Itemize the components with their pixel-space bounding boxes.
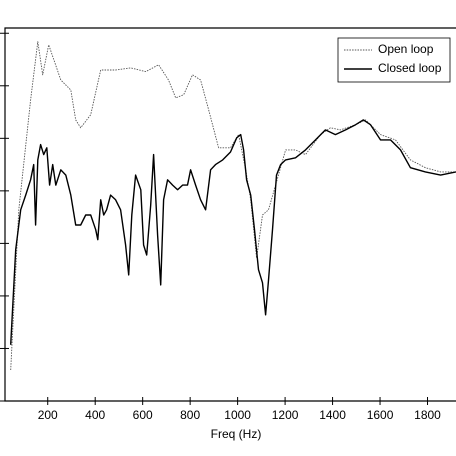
legend-label: Open loop bbox=[378, 42, 434, 56]
x-tick-label: 1400 bbox=[319, 408, 346, 422]
series-line bbox=[10, 41, 456, 371]
x-tick-label: 400 bbox=[85, 408, 105, 422]
x-tick-label: 1200 bbox=[272, 408, 299, 422]
x-tick-label: 200 bbox=[38, 408, 58, 422]
legend: Open loop Closed loop bbox=[337, 37, 451, 83]
plot-frame bbox=[4, 27, 456, 402]
x-tick-label: 800 bbox=[180, 408, 200, 422]
series-line bbox=[10, 119, 456, 345]
x-tick-label: 600 bbox=[133, 408, 153, 422]
x-tick-label: 1000 bbox=[224, 408, 251, 422]
x-axis-label: Freq (Hz) bbox=[211, 427, 262, 441]
legend-box bbox=[337, 37, 451, 83]
x-tick-label: 1600 bbox=[367, 408, 394, 422]
legend-label: Closed loop bbox=[378, 61, 442, 75]
x-tick-label: 1800 bbox=[414, 408, 441, 422]
